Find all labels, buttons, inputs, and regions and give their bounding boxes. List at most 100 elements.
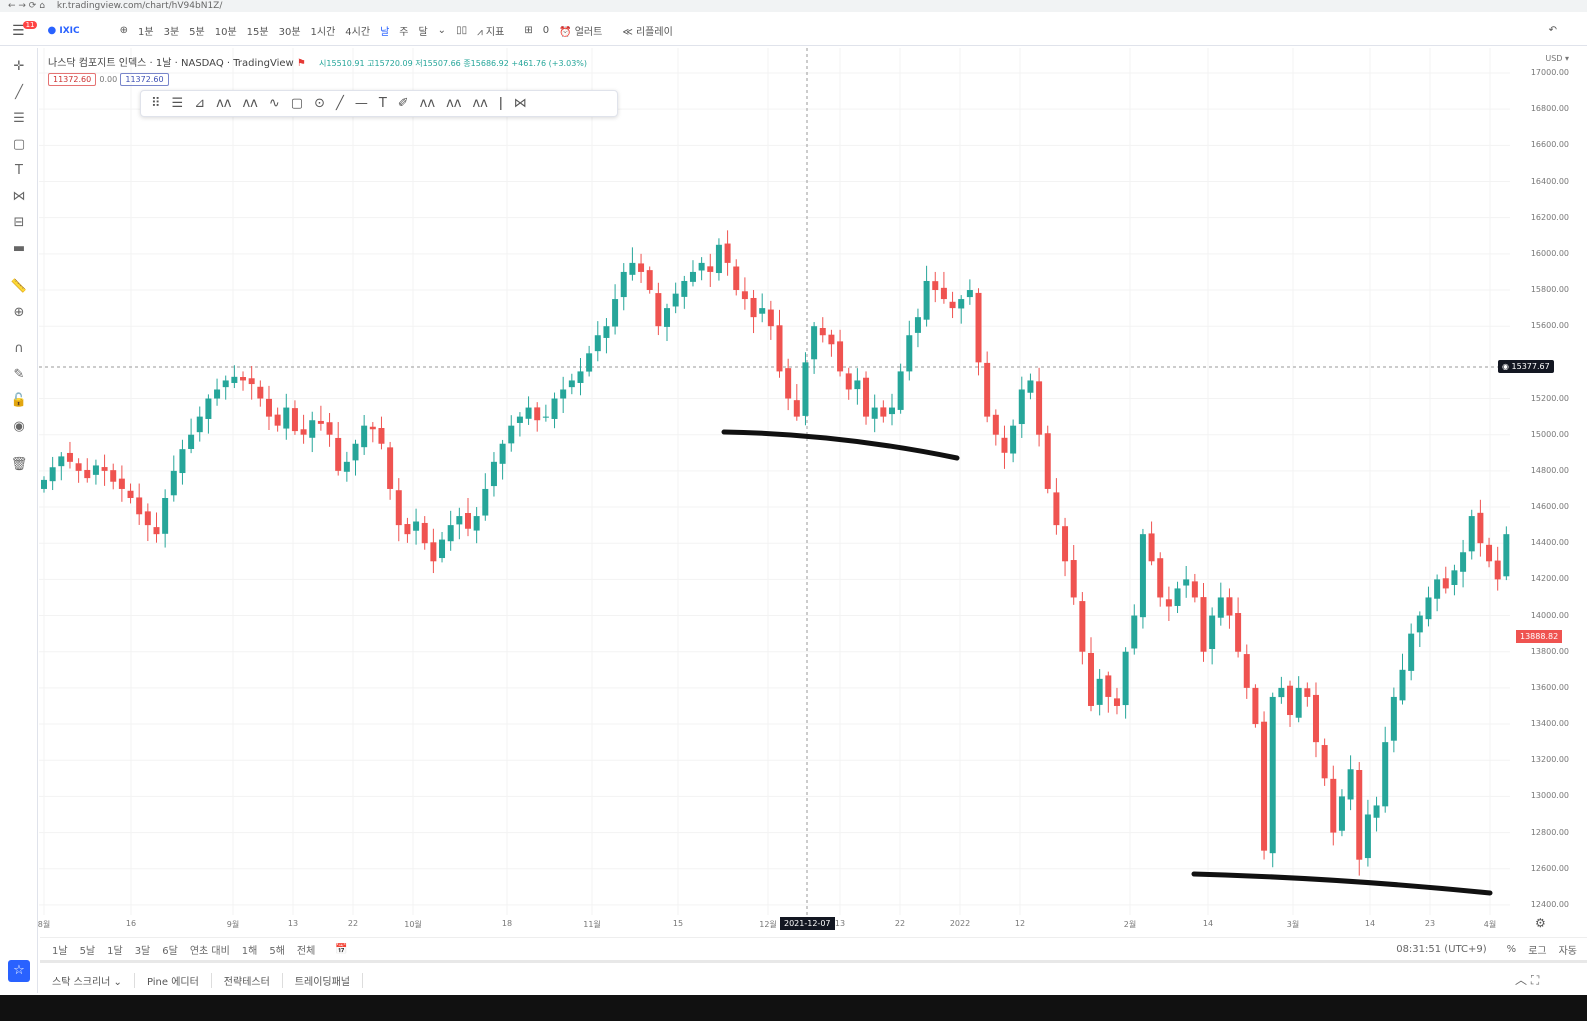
interval-30m[interactable]: 30분 [278, 27, 301, 38]
interval-5m[interactable]: 5분 [189, 27, 205, 38]
undo-icon[interactable]: ↶ [1548, 25, 1557, 36]
pattern-icon[interactable]: ⋈ [513, 96, 527, 111]
candle [932, 281, 939, 291]
interval-1h[interactable]: 1시간 [310, 27, 336, 38]
lock-drawing-icon[interactable]: ✎ [13, 367, 25, 382]
settings-gear-icon[interactable]: ⚙ [1535, 916, 1546, 930]
wave-icon[interactable]: ∿ [268, 96, 280, 111]
price-chart[interactable] [39, 48, 1510, 928]
interval-day[interactable]: 날 [380, 27, 390, 38]
pitchfork-icon[interactable]: ☰ [171, 96, 184, 111]
line-width-icon[interactable]: ▬ [12, 241, 26, 256]
range-all[interactable]: 전체 [296, 945, 316, 957]
horizontal-line-icon[interactable]: — [354, 96, 368, 111]
replay-button[interactable]: ≪ 리플레이 [622, 27, 673, 38]
clock-time[interactable]: 08:31:51 (UTC+9) [1396, 943, 1487, 955]
buy-price-box[interactable]: 11372.60 [120, 73, 169, 86]
range-5y[interactable]: 5해 [269, 945, 285, 957]
menu-icon[interactable]: ☰ [12, 22, 25, 39]
elliott-abc-icon[interactable]: ʌʌ [419, 96, 436, 111]
candle [776, 325, 783, 372]
candle [395, 490, 402, 526]
circle-icon[interactable]: ⊙ [314, 96, 325, 111]
forecast-icon[interactable]: ⊟ [13, 215, 25, 230]
crosshair-icon[interactable]: ✛ [13, 59, 25, 74]
indicators-button[interactable]: ⩘ 지표 [477, 27, 505, 38]
sell-price-box[interactable]: 11372.60 [48, 73, 97, 86]
range-1y[interactable]: 1해 [241, 945, 258, 957]
range-1d[interactable]: 1날 [52, 945, 68, 957]
brush-icon[interactable]: ✐ [397, 96, 409, 111]
candle [1044, 433, 1051, 489]
url-text[interactable]: kr.tradingview.com/chart/hV94bN1Z/ [56, 1, 223, 11]
drag-handle-icon[interactable]: ⠿ [151, 96, 161, 111]
candle [586, 353, 593, 372]
tab-strategy-tester[interactable]: 전략테스터 [212, 972, 283, 988]
log-toggle[interactable]: 로그 [1528, 945, 1547, 957]
range-3m[interactable]: 3달 [134, 945, 151, 957]
tab-pine-editor[interactable]: Pine 에디터 [135, 972, 212, 988]
abcd-icon[interactable]: ʌʌ [242, 96, 258, 111]
eye-icon[interactable]: ◉ [13, 419, 25, 434]
rectangle-icon[interactable]: ▢ [12, 137, 26, 152]
alert-button[interactable]: ⏰ 얼러트 [559, 27, 603, 38]
text-icon[interactable]: T [15, 163, 23, 178]
price-axis[interactable]: USD ▾ 17000.00 16800.00 16600.00 16400.00 16… [1498, 48, 1587, 928]
interval-1m[interactable]: 1분 [138, 27, 154, 38]
tab-trading-panel[interactable]: 트레이딩패널 [283, 972, 363, 988]
interval-4h[interactable]: 4시간 [345, 27, 371, 38]
candle [170, 470, 177, 496]
add-symbol-icon[interactable]: ⊕ [119, 25, 129, 36]
auto-toggle[interactable]: 자동 [1558, 945, 1577, 957]
tab-stock-screener[interactable]: 스탁 스크리너 ⌄ [40, 972, 135, 988]
interval-3m[interactable]: 3분 [163, 27, 180, 38]
rectangle-icon[interactable]: ▢ [290, 96, 304, 111]
candle [214, 389, 221, 399]
zoom-in-icon[interactable]: ⊕ [13, 305, 25, 320]
interval-week[interactable]: 주 [399, 27, 409, 38]
layouts-icon[interactable]: ⊞ [524, 25, 533, 36]
interval-15m[interactable]: 15분 [246, 27, 269, 38]
candle [914, 317, 921, 333]
chevron-down-icon[interactable]: ⌄ [437, 25, 447, 36]
text-icon[interactable]: T [378, 96, 387, 111]
pattern-icon[interactable]: ⋈ [12, 189, 26, 204]
watchlist-star-icon[interactable]: ☆ [8, 960, 30, 982]
candle [1088, 652, 1095, 706]
collapse-icon[interactable]: ︿ ⛶ [1515, 973, 1540, 987]
symbol-title[interactable]: 나스닥 컴포지트 인덱스 · 1날 · NASDAQ · TradingView [48, 58, 294, 69]
range-ytd[interactable]: 연초 대비 [189, 945, 230, 957]
symbol-search[interactable]: ● IXIC [47, 25, 80, 36]
candle-type-icon[interactable]: ▯▯ [456, 25, 468, 36]
candle [646, 270, 653, 291]
candle [188, 434, 195, 449]
fib-icon[interactable]: ☰ [13, 111, 25, 126]
candle [1399, 669, 1406, 701]
candle [1139, 534, 1146, 618]
range-6m[interactable]: 6달 [162, 945, 178, 957]
browser-address-bar[interactable]: ← → ⟳ ⌂ kr.tradingview.com/chart/hV94bN1Z… [0, 0, 1587, 12]
line-icon[interactable]: ╱ [335, 96, 344, 111]
xabcd-icon[interactable]: ʌʌ [216, 96, 232, 111]
flag-icon[interactable]: ⚑ [296, 58, 306, 69]
elliott-wxy-icon[interactable]: ʌʌ [446, 96, 462, 111]
candle [1010, 425, 1017, 454]
interval-month[interactable]: 달 [418, 27, 428, 38]
currency-selector[interactable]: USD ▾ [1545, 54, 1569, 63]
range-1m[interactable]: 1달 [107, 945, 123, 957]
percent-toggle[interactable]: % [1506, 943, 1517, 955]
gann-icon[interactable]: ⊿ [194, 96, 206, 111]
trendline-icon[interactable]: ╱ [15, 85, 23, 100]
candle [837, 341, 844, 372]
ruler-icon[interactable]: 📏 [10, 279, 28, 294]
nav-icons[interactable]: ← → ⟳ ⌂ [8, 1, 45, 11]
trash-icon[interactable]: 🗑 [10, 457, 28, 472]
lock-icon[interactable]: 🔓 [10, 393, 28, 408]
interval-10m[interactable]: 10분 [214, 27, 237, 38]
elliott-wxy2-icon[interactable]: ʌʌ [472, 96, 488, 111]
vertical-line-icon[interactable]: ǀ [498, 96, 503, 111]
candle [464, 513, 471, 529]
magnet-icon[interactable]: ∩ [14, 341, 24, 356]
range-5d[interactable]: 5날 [79, 945, 96, 957]
goto-date-icon[interactable]: 📅 [335, 943, 348, 955]
